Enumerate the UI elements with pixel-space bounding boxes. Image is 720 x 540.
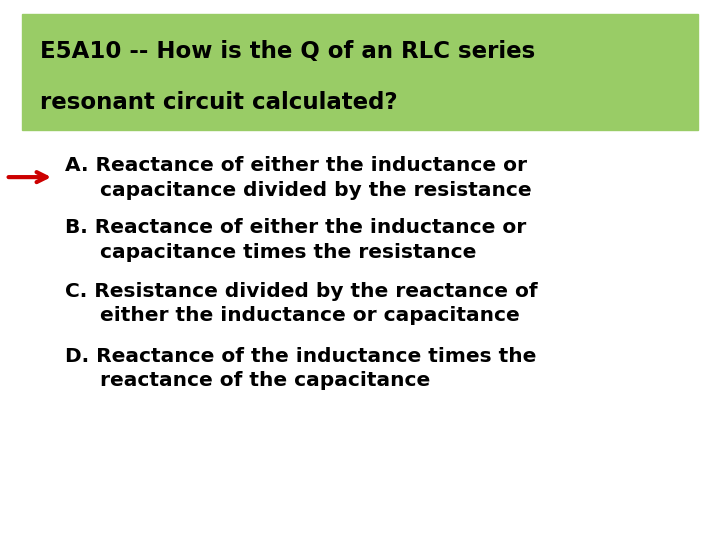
Text: capacitance times the resistance: capacitance times the resistance [65, 242, 476, 262]
Text: resonant circuit calculated?: resonant circuit calculated? [40, 91, 397, 114]
Text: C. Resistance divided by the reactance of: C. Resistance divided by the reactance o… [65, 282, 537, 301]
Text: B. Reactance of either the inductance or: B. Reactance of either the inductance or [65, 218, 526, 238]
Text: E5A10 -- How is the Q of an RLC series: E5A10 -- How is the Q of an RLC series [40, 40, 535, 63]
Text: reactance of the capacitance: reactance of the capacitance [65, 371, 430, 390]
Text: either the inductance or capacitance: either the inductance or capacitance [65, 306, 520, 326]
Text: capacitance divided by the resistance: capacitance divided by the resistance [65, 180, 531, 200]
Text: A. Reactance of either the inductance or: A. Reactance of either the inductance or [65, 156, 527, 176]
FancyBboxPatch shape [22, 14, 698, 130]
Text: D. Reactance of the inductance times the: D. Reactance of the inductance times the [65, 347, 536, 366]
